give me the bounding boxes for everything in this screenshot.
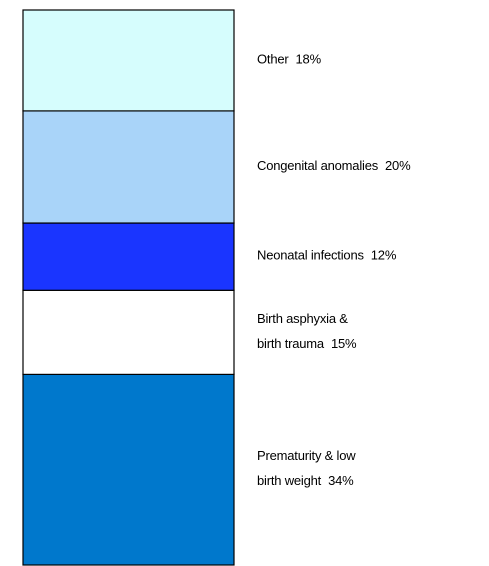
bar-segment — [22, 373, 235, 566]
segment-label: Birth asphyxia & — [257, 311, 348, 326]
segment-value: 34% — [328, 474, 354, 489]
bar-segment — [22, 110, 235, 224]
segment-value: 18% — [296, 52, 322, 67]
bar-segment — [22, 289, 235, 375]
segment-label: birth trauma 15% — [257, 336, 357, 351]
segment-label: Congenital anomalies 20% — [257, 158, 411, 173]
segment-name: birth trauma — [257, 336, 325, 351]
bar-segment — [22, 9, 235, 112]
segment-name: Prematurity & low — [257, 449, 356, 464]
segment-name: birth weight — [257, 474, 322, 489]
segment-label: Other 18% — [257, 52, 322, 67]
segment-value: 15% — [331, 336, 357, 351]
segment-name: Other — [257, 52, 289, 67]
segment-value: 20% — [385, 158, 411, 173]
bar-segment — [22, 222, 235, 291]
segment-label: birth weight 34% — [257, 474, 354, 489]
segment-name: Neonatal infections — [257, 248, 364, 263]
segment-label: Prematurity & low — [257, 449, 356, 464]
segment-value: 12% — [371, 248, 397, 263]
segment-label: Neonatal infections 12% — [257, 248, 397, 263]
segment-name: Congenital anomalies — [257, 158, 379, 173]
segment-name: Birth asphyxia & — [257, 311, 348, 326]
